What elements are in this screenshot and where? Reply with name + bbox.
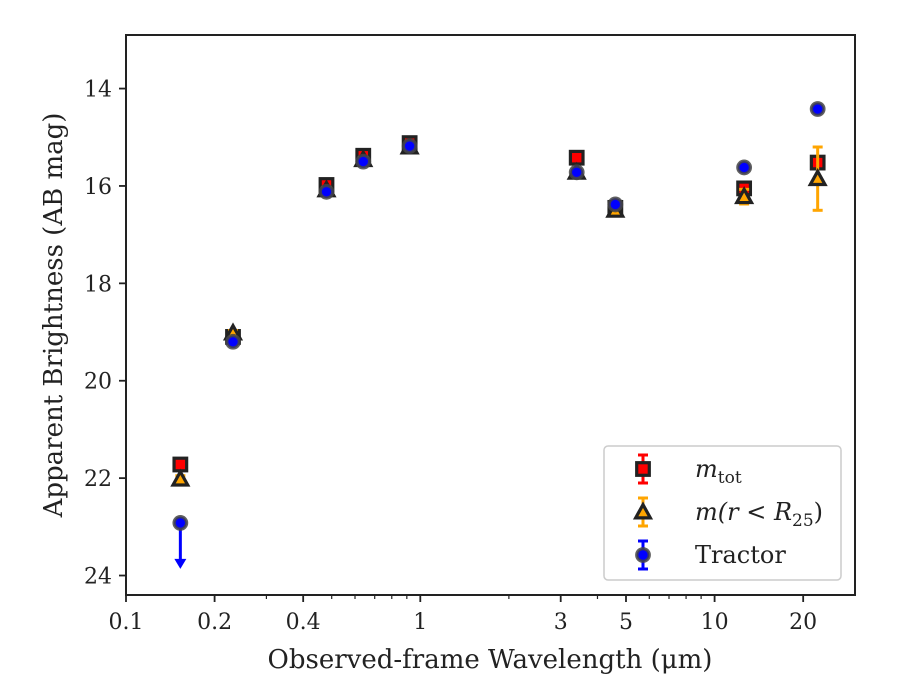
- data-point: [355, 153, 372, 170]
- legend-label-subscript: 25: [792, 511, 814, 531]
- legend-label: mtot: [695, 455, 742, 488]
- data-point: [568, 164, 585, 181]
- data-point: [607, 196, 624, 213]
- x-axis-label: Observed-frame Wavelength (μm): [268, 645, 713, 675]
- legend-label-subscript: tot: [718, 468, 742, 488]
- legend: mtot m(r < R25) Tractor: [603, 445, 842, 581]
- x-tick-label: 1: [413, 610, 427, 635]
- data-point: [401, 138, 418, 154]
- y-axis-label: Apparent Brightness (AB mag): [39, 113, 69, 519]
- x-tick-label: 10: [701, 610, 729, 635]
- data-point: [172, 515, 189, 531]
- x-axis: 0.1 0.2 0.4 1 3 5 10 20: [109, 595, 817, 635]
- plot-frame: [125, 34, 856, 596]
- legend-label-tail: ): [814, 498, 823, 526]
- series-2: [172, 101, 826, 569]
- legend-label-main: m: [695, 455, 718, 483]
- data-point: [734, 186, 755, 205]
- series-1: [170, 136, 828, 487]
- legend-label-main: m(r < R: [695, 498, 792, 526]
- legend-marker: [635, 547, 651, 563]
- x-tick-label: 5: [619, 610, 633, 635]
- y-tick-label: 18: [84, 272, 112, 297]
- x-tick-label: 0.1: [109, 610, 144, 635]
- y-axis: 14 16 18 20 22 24: [84, 78, 126, 590]
- legend-box: [603, 445, 842, 581]
- x-tick-label: 0.2: [197, 610, 232, 635]
- y-tick-label: 24: [84, 565, 112, 590]
- legend-marker: [635, 461, 651, 477]
- legend-items: mtot m(r < R25) Tractor: [632, 453, 823, 571]
- y-tick-label: 16: [84, 175, 112, 200]
- y-tick-label: 14: [84, 78, 112, 103]
- x-tick-label: 3: [554, 610, 568, 635]
- legend-label: Tractor: [695, 541, 786, 569]
- series-0: [172, 135, 826, 473]
- y-tick-label: 20: [84, 370, 112, 395]
- data-point: [170, 468, 191, 487]
- data-point: [809, 101, 826, 117]
- x-tick-label: 0.4: [286, 610, 321, 635]
- legend-marker: [632, 501, 654, 520]
- upper-limit-arrow-head: [174, 558, 187, 569]
- x-tick-label: 20: [789, 610, 817, 635]
- data-point: [807, 168, 828, 187]
- data-point: [225, 333, 241, 350]
- legend-label: m(r < R25): [695, 498, 823, 531]
- plot-content: [170, 101, 828, 569]
- data-point: [318, 183, 335, 200]
- y-tick-label: 22: [84, 467, 112, 492]
- data-point: [736, 159, 753, 176]
